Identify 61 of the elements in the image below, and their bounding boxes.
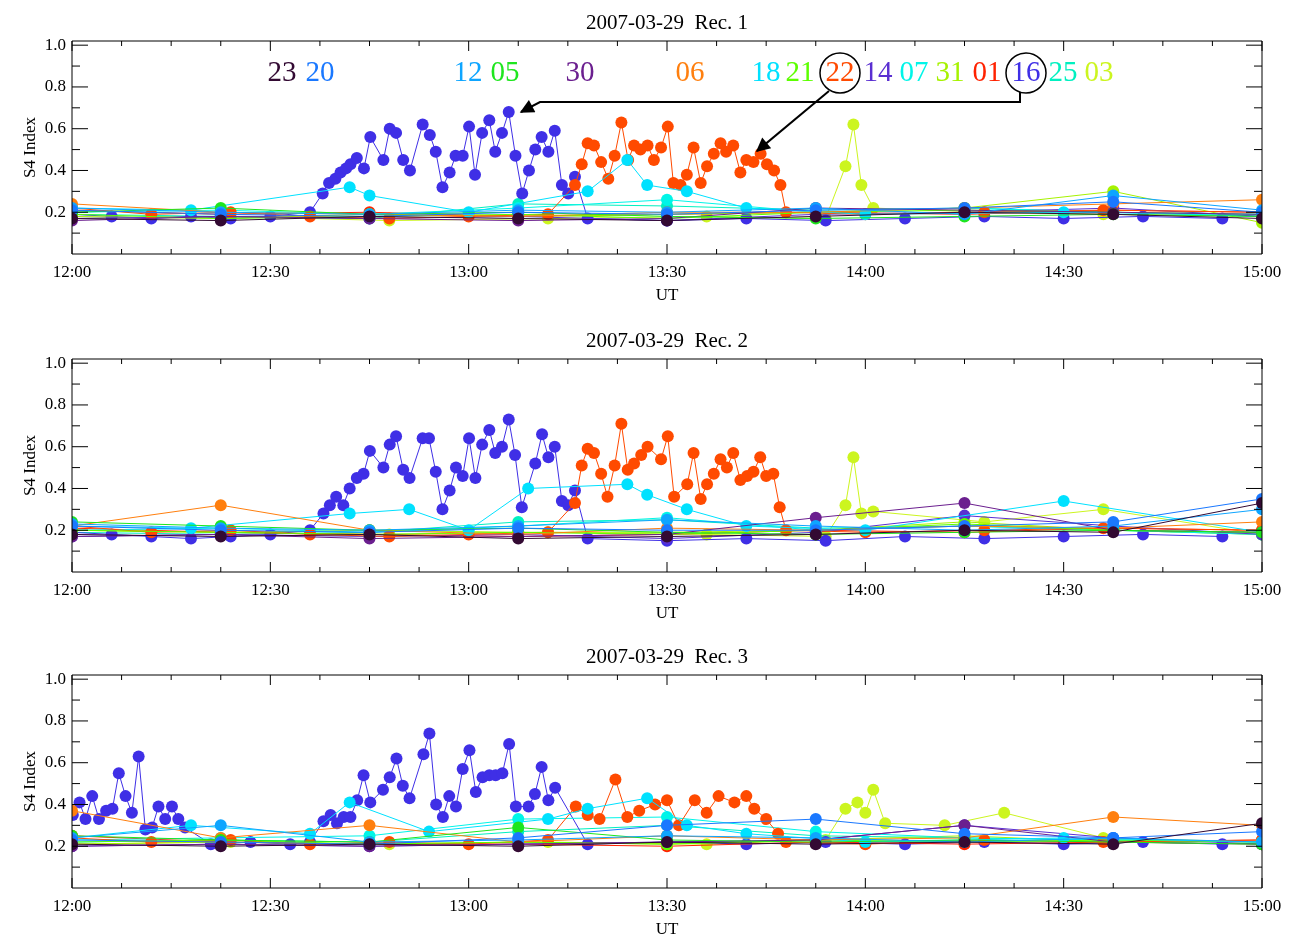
y-tick-label: 0.8 (44, 76, 66, 96)
text: 21 (785, 54, 815, 87)
x-tick-label: 14:30 (1044, 261, 1084, 281)
x-tick-label: 12:00 (52, 261, 92, 281)
y-tick-label: 0.6 (44, 436, 66, 456)
x-tick-label: 13:00 (449, 261, 489, 281)
y-tick-label: 0.2 (44, 201, 66, 221)
x-tick-label: 15:00 (1242, 261, 1282, 281)
text: 18 (751, 54, 781, 87)
text: 14 (863, 54, 893, 87)
y-tick-label: 0.6 (44, 752, 66, 772)
x-tick-label: 15:00 (1242, 579, 1282, 599)
chart-title: 2007-03-29 Rec. 2 (585, 328, 749, 352)
y-tick-label: 0.8 (44, 394, 66, 414)
text: 31 (935, 54, 965, 87)
text: 16 (1011, 54, 1041, 87)
y-tick-label: 1.0 (44, 668, 66, 688)
y-tick-label: 0.6 (44, 118, 66, 138)
x-tick-label: 15:00 (1242, 895, 1282, 915)
text: 05 (490, 54, 520, 87)
x-tick-label: 13:00 (449, 895, 489, 915)
x-tick-label: 14:30 (1044, 895, 1084, 915)
y-tick-label: 0.4 (44, 793, 67, 813)
text: 01 (972, 54, 1002, 87)
y-tick-label: 1.0 (44, 352, 66, 372)
x-tick-label: 12:30 (250, 261, 290, 281)
x-axis-title: UT (655, 603, 679, 623)
chart-title: 2007-03-29 Rec. 3 (585, 644, 749, 668)
y-tick-label: 1.0 (44, 34, 66, 54)
text: 20 (305, 54, 335, 87)
x-tick-label: 13:30 (647, 579, 687, 599)
x-tick-label: 14:30 (1044, 579, 1084, 599)
y-tick-label: 0.4 (44, 477, 67, 497)
text: 22 (825, 54, 855, 87)
x-tick-label: 14:00 (845, 261, 885, 281)
y-tick-label: 0.2 (44, 519, 66, 539)
x-tick-label: 12:00 (52, 579, 92, 599)
x-tick-label: 13:30 (647, 895, 687, 915)
y-axis-title: S4 Index (19, 434, 39, 496)
x-tick-label: 13:30 (647, 261, 687, 281)
text: 25 (1048, 54, 1078, 87)
x-tick-label: 12:30 (250, 579, 290, 599)
x-tick-label: 12:30 (250, 895, 290, 915)
x-axis-title: UT (655, 919, 679, 938)
y-tick-label: 0.2 (44, 835, 66, 855)
text: 30 (565, 54, 595, 87)
x-tick-label: 13:00 (449, 579, 489, 599)
x-axis-title: UT (655, 285, 679, 305)
y-tick-label: 0.4 (44, 159, 67, 179)
text: 03 (1084, 54, 1114, 87)
chart-title: 2007-03-29 Rec. 1 (585, 10, 749, 34)
y-axis-title: S4 Index (19, 750, 39, 812)
y-tick-label: 0.8 (44, 710, 66, 730)
x-tick-label: 12:00 (52, 895, 92, 915)
x-tick-label: 14:00 (845, 579, 885, 599)
text: 12 (453, 54, 483, 87)
text: 23 (267, 54, 297, 87)
y-axis-title: S4 Index (19, 116, 39, 178)
text: 06 (675, 54, 705, 87)
x-tick-label: 14:00 (845, 895, 885, 915)
text: 07 (899, 54, 929, 87)
